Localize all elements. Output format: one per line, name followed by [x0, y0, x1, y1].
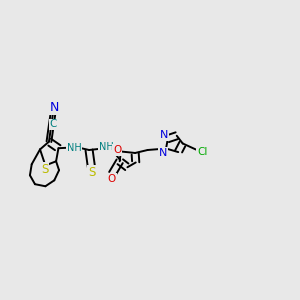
- Text: NH: NH: [67, 142, 82, 153]
- Text: S: S: [41, 163, 49, 176]
- Text: N: N: [159, 148, 167, 158]
- Text: Cl: Cl: [197, 147, 208, 157]
- Text: N: N: [50, 101, 59, 114]
- Text: NH: NH: [99, 142, 114, 152]
- Text: C: C: [50, 119, 57, 129]
- Text: O: O: [107, 173, 116, 184]
- Text: S: S: [88, 166, 96, 179]
- Text: N: N: [160, 130, 169, 140]
- Text: O: O: [113, 145, 122, 155]
